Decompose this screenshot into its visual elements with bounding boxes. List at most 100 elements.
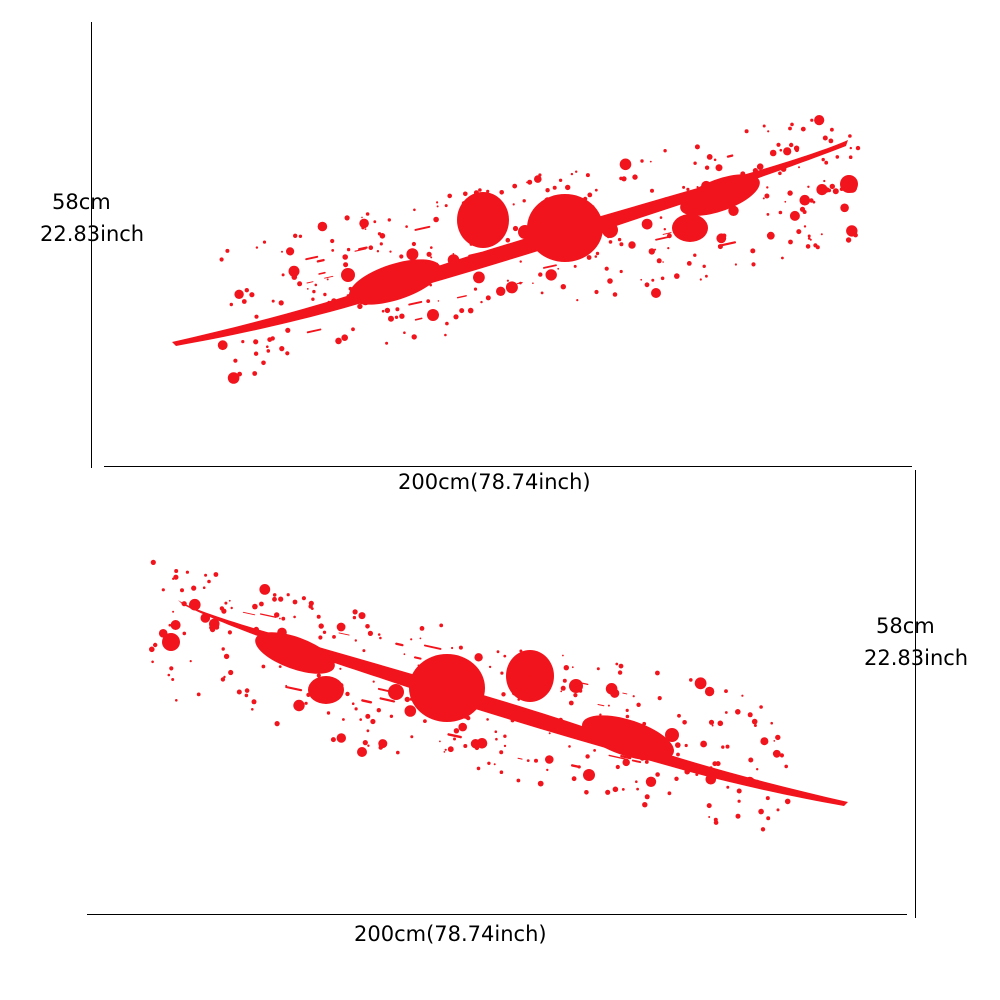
speck [366, 729, 370, 733]
speck [820, 233, 823, 236]
speck [540, 200, 546, 207]
streak [453, 714, 467, 719]
speck [767, 130, 770, 133]
speck [404, 705, 417, 717]
speck [314, 283, 318, 287]
speck [338, 683, 344, 688]
speck [480, 261, 486, 267]
streak [303, 664, 315, 669]
speck [281, 250, 283, 253]
speck [274, 612, 280, 618]
blot [527, 194, 603, 262]
speck [221, 608, 227, 614]
speck [704, 165, 710, 170]
speck [244, 688, 250, 693]
speck [377, 633, 381, 636]
speck [316, 673, 321, 678]
streak [338, 632, 350, 636]
speck [298, 234, 303, 238]
speck [189, 598, 201, 611]
speck [352, 615, 357, 620]
streak [605, 718, 618, 723]
speck [453, 737, 456, 741]
speck [370, 289, 378, 297]
speck [414, 259, 419, 264]
speck [361, 216, 363, 219]
speck [444, 748, 447, 751]
speck [399, 313, 405, 319]
speck [648, 248, 655, 255]
speck [473, 271, 485, 284]
speck [467, 671, 470, 674]
speck [169, 666, 174, 671]
speck [503, 734, 507, 738]
speck [389, 250, 392, 253]
speck [789, 142, 794, 148]
speck [607, 704, 610, 707]
streak [441, 681, 448, 685]
speck [490, 234, 498, 241]
speck [636, 787, 639, 791]
streak [517, 757, 523, 760]
speck [153, 642, 158, 648]
speck [415, 688, 422, 694]
speck [552, 718, 556, 722]
speck [630, 735, 636, 741]
speck [495, 737, 498, 741]
speck [676, 752, 680, 757]
speck [618, 663, 624, 669]
speck [735, 709, 741, 715]
speck [191, 585, 197, 591]
speck [641, 218, 653, 230]
speck [229, 302, 233, 307]
speck [391, 694, 396, 699]
streak [305, 255, 319, 261]
drop [341, 268, 355, 282]
speck [546, 768, 549, 772]
speck [512, 660, 515, 664]
speck [379, 636, 382, 640]
speck [655, 670, 660, 676]
speck [480, 300, 483, 304]
speck [704, 686, 715, 697]
speck [538, 272, 543, 277]
speck [273, 639, 279, 645]
speck [336, 622, 346, 632]
speck [419, 637, 422, 640]
speck [425, 282, 429, 287]
speck [793, 145, 800, 151]
speck [667, 247, 670, 250]
speck [181, 601, 187, 607]
streak [726, 154, 734, 158]
speck [511, 690, 517, 696]
speck [708, 816, 711, 818]
speck [466, 685, 469, 688]
speck [585, 754, 590, 759]
speck [805, 244, 811, 249]
speck [219, 257, 224, 262]
speck [537, 780, 544, 787]
speck [512, 183, 518, 189]
speck [189, 660, 192, 663]
speck [429, 283, 433, 287]
speck [693, 161, 697, 165]
speck [330, 238, 335, 244]
speck [253, 351, 259, 356]
height-dimension-line-bottom [915, 470, 916, 918]
speck [293, 615, 296, 619]
streak [571, 764, 581, 769]
streak [414, 225, 431, 231]
streak [747, 183, 758, 187]
streak [423, 644, 442, 650]
speck [796, 229, 802, 235]
speck [346, 247, 351, 252]
speck [204, 573, 208, 577]
speck [451, 646, 454, 650]
speck [761, 782, 766, 788]
streak [543, 264, 557, 269]
speck [619, 158, 632, 171]
speck [814, 115, 825, 126]
speck [261, 664, 266, 669]
speck [735, 813, 741, 819]
speck [587, 721, 594, 728]
